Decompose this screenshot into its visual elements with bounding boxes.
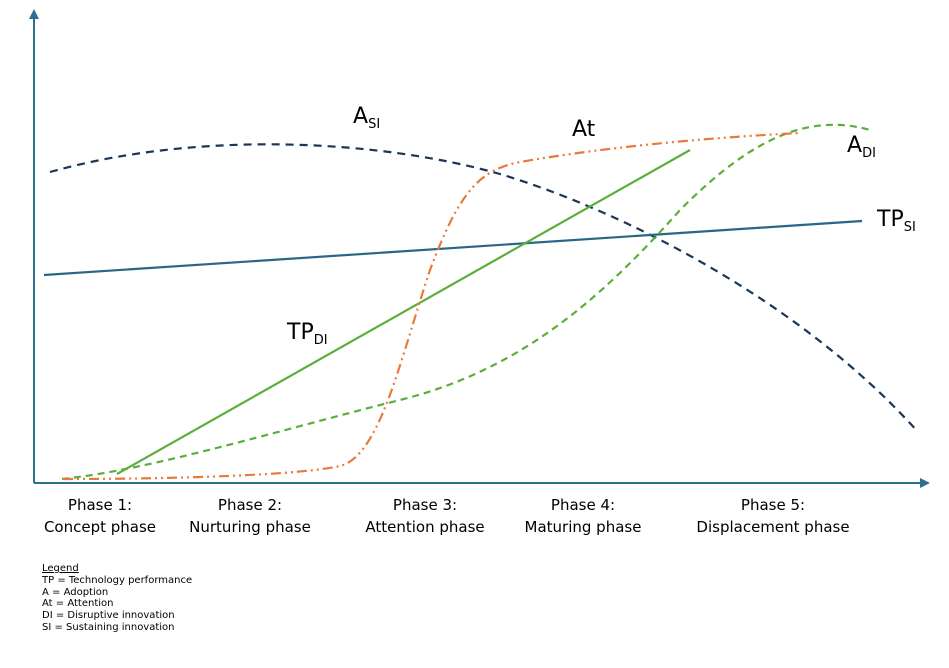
tp-di-line [116, 149, 691, 475]
phase-4: Phase 4: Maturing phase [513, 494, 653, 538]
at-label: At [572, 117, 596, 142]
phase-2: Phase 2: Nurturing phase [180, 494, 320, 538]
tp-di-label: TPDI [287, 320, 328, 348]
phase-5: Phase 5: Displacement phase [688, 494, 858, 538]
phase-5-name: Displacement phase [696, 518, 850, 536]
legend-item: DI = Disruptive innovation [42, 610, 175, 622]
a-di-curve [61, 123, 871, 481]
tp-si-line [43, 219, 863, 277]
tp-si-label: TPSI [877, 207, 916, 235]
legend-item: A = Adoption [42, 586, 109, 598]
phase-1-name: Concept phase [43, 518, 157, 536]
phase-4-title: Phase 4: [550, 496, 616, 514]
a-di-label: ADI [847, 133, 876, 161]
legend-item: At = Attention [42, 598, 114, 610]
at-curve [62, 131, 801, 481]
phase-3-title: Phase 3: [392, 496, 458, 514]
phase-2-title: Phase 2: [217, 496, 283, 514]
a-si-curve [49, 143, 919, 433]
legend-title: Legend [42, 563, 79, 574]
phase-1: Phase 1: Concept phase [30, 494, 170, 538]
phase-1-title: Phase 1: [67, 496, 133, 514]
phase-5-title: Phase 5: [740, 496, 806, 514]
phase-3: Phase 3: Attention phase [355, 494, 495, 538]
a-si-label: ASI [353, 104, 381, 132]
legend-item: TP = Technology performance [42, 574, 193, 586]
legend: Legend TP = Technology performance A = A… [42, 563, 192, 634]
legend-item: SI = Sustaining innovation [42, 621, 175, 633]
phase-4-name: Maturing phase [524, 518, 642, 536]
phase-3-name: Attention phase [365, 518, 485, 536]
phase-2-name: Nurturing phase [189, 518, 311, 536]
